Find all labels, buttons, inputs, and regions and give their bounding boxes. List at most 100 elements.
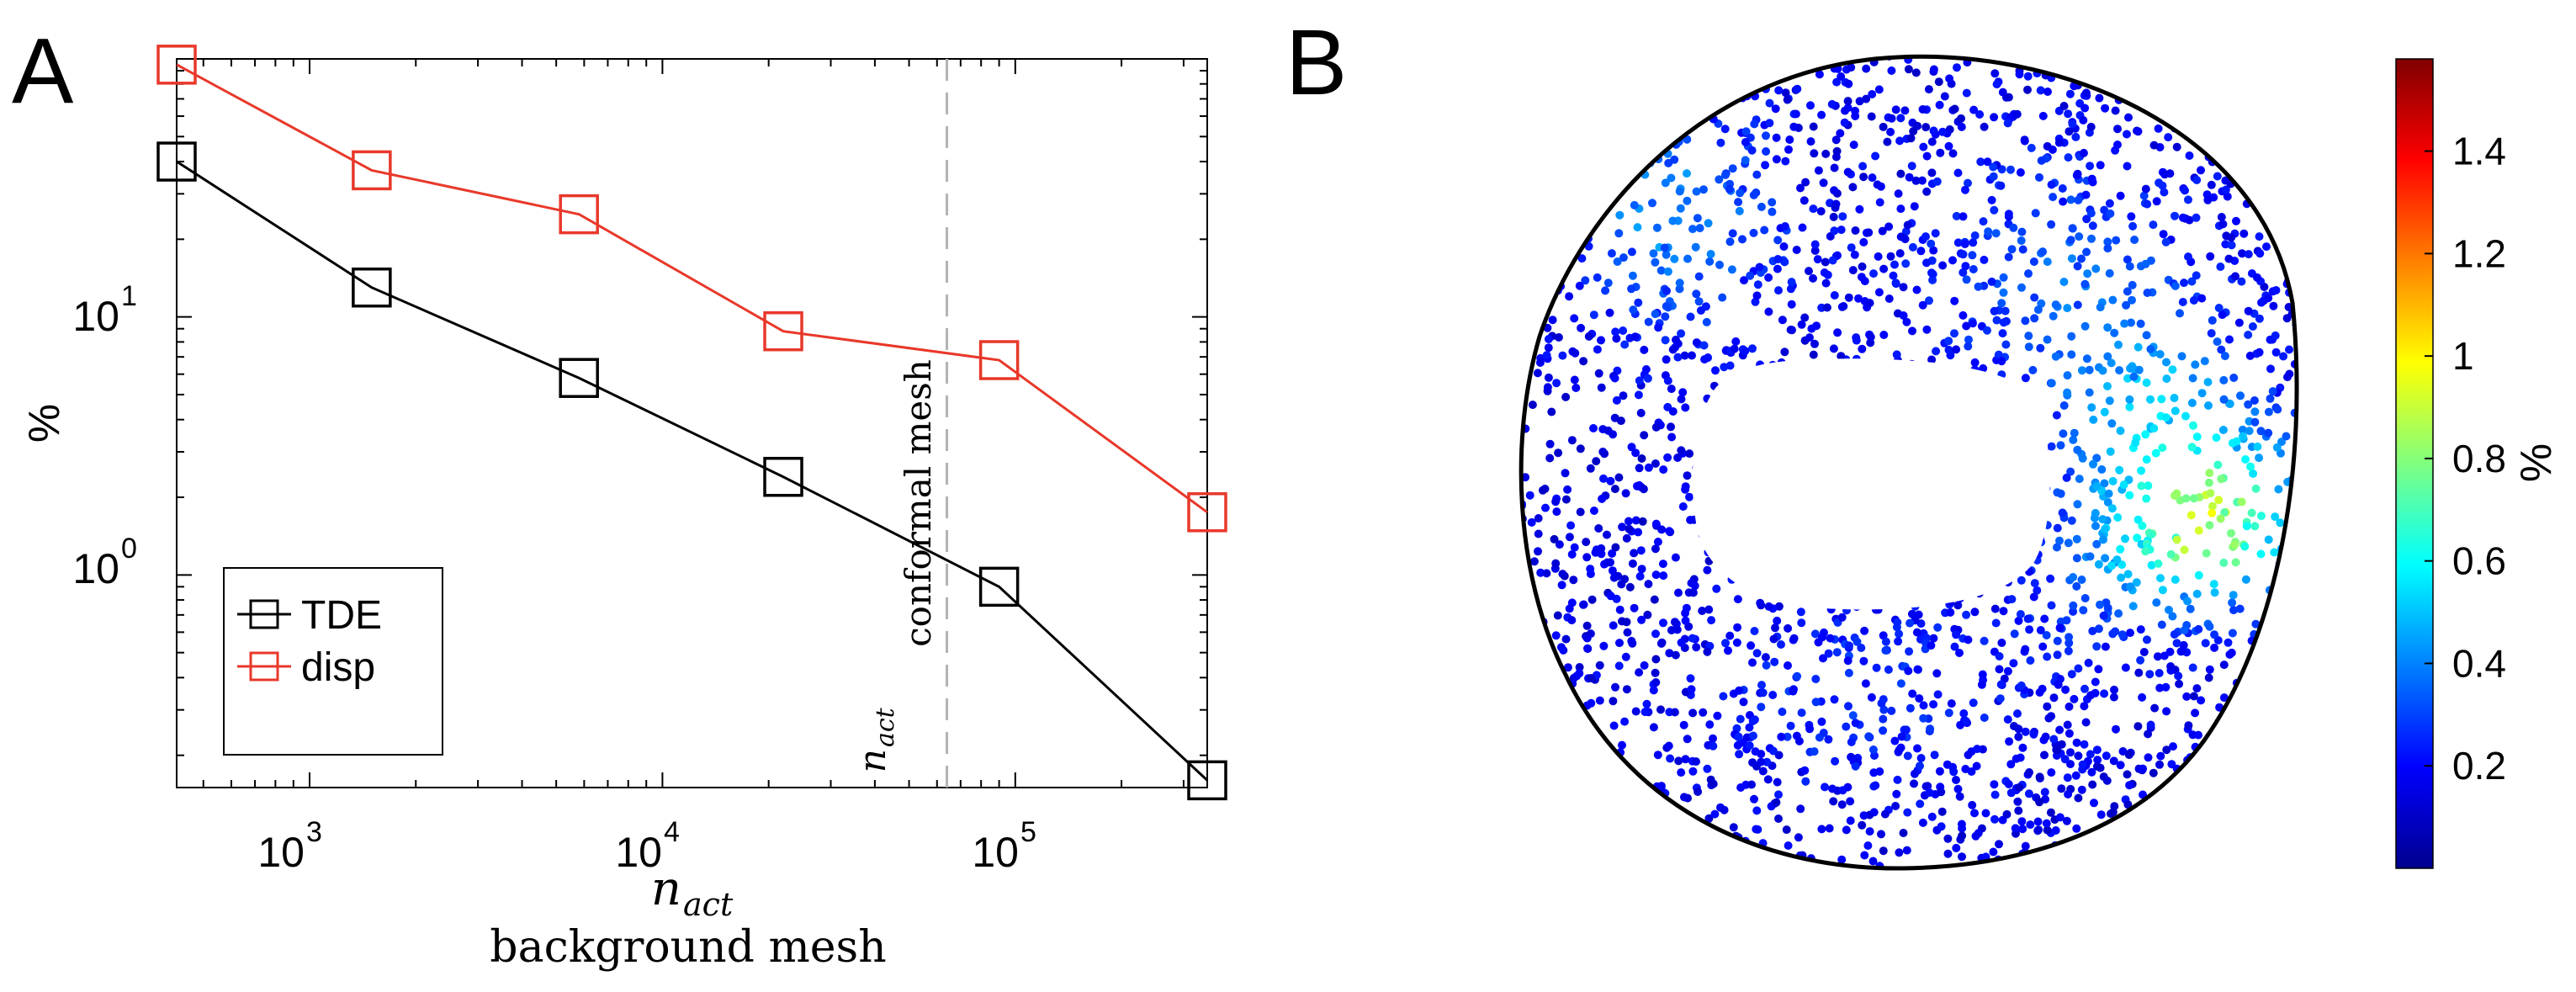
scatter-point xyxy=(1905,463,1915,472)
scatter-point xyxy=(2180,97,2189,106)
scatter-point xyxy=(1815,515,1824,524)
scatter-point xyxy=(1852,591,1862,601)
scatter-point xyxy=(1565,100,1574,109)
scatter-point xyxy=(1912,285,1921,294)
scatter-point xyxy=(1575,851,1584,860)
scatter-point xyxy=(2271,81,2280,90)
scatter-point xyxy=(1851,459,1860,469)
scatter-point xyxy=(1913,121,1922,130)
scatter-point xyxy=(1954,556,1964,565)
scatter-point xyxy=(1826,199,1834,208)
scatter-point xyxy=(1709,734,1717,743)
scatter-point xyxy=(1568,347,1577,356)
scatter-point xyxy=(1893,618,1902,627)
scatter-point xyxy=(1824,453,1833,462)
scatter-point xyxy=(1780,222,1789,231)
scatter-point xyxy=(1591,548,1600,557)
scatter-point xyxy=(2009,223,2018,232)
scatter-point xyxy=(2112,724,2120,734)
scatter-point xyxy=(1764,307,1773,316)
scatter-point xyxy=(1621,652,1630,661)
scatter-point xyxy=(1703,66,1712,76)
scatter-point xyxy=(1607,875,1615,883)
marker-tde xyxy=(763,456,803,497)
scatter-point xyxy=(1768,691,1778,699)
scatter-point xyxy=(1536,568,1545,577)
scatter-point xyxy=(2071,132,2080,141)
scatter-point xyxy=(2069,607,2078,616)
scatter-point xyxy=(1663,133,1672,142)
scatter-point xyxy=(2004,252,2013,262)
scatter-point xyxy=(2123,255,2132,264)
scatter-point xyxy=(2180,65,2189,74)
scatter-point xyxy=(1624,517,1633,526)
scatter-point xyxy=(1830,695,1839,704)
scatter-point xyxy=(2082,247,2091,257)
scatter-point xyxy=(1553,790,1562,799)
scatter-point xyxy=(1572,753,1582,762)
scatter-point xyxy=(2210,630,2219,639)
scatter-point xyxy=(2070,428,2079,438)
scatter-point xyxy=(1656,95,1666,104)
scatter-point xyxy=(1521,319,1527,328)
scatter-point xyxy=(2250,751,2259,761)
scatter-point xyxy=(1919,142,1928,151)
scatter-point xyxy=(1703,647,1712,656)
scatter-point xyxy=(2183,597,2192,606)
scatter-point xyxy=(1546,118,1556,127)
scatter-point xyxy=(2006,489,2016,498)
scatter-point xyxy=(2012,109,2022,119)
scatter-point xyxy=(2248,322,2257,331)
scatter-point xyxy=(1608,549,1617,558)
scatter-point xyxy=(1797,320,1806,329)
scatter-point xyxy=(1794,547,1803,556)
scatter-point xyxy=(2239,432,2247,441)
scatter-point xyxy=(1526,309,1535,318)
scatter-point xyxy=(2252,777,2261,786)
scatter-point xyxy=(2171,491,2179,500)
scatter-point xyxy=(2298,432,2306,440)
scatter-point xyxy=(1810,586,1819,594)
scatter-point xyxy=(1975,110,1985,119)
scatter-point xyxy=(2306,582,2314,591)
scatter-point xyxy=(1556,730,1565,740)
scatter-point xyxy=(1607,249,1616,258)
scatter-point xyxy=(1764,602,1773,611)
scatter-point xyxy=(1832,77,1842,87)
scatter-point xyxy=(1720,395,1730,404)
scatter-point xyxy=(2106,447,2115,456)
scatter-point xyxy=(1796,486,1805,496)
scatter-point xyxy=(1639,485,1648,494)
scatter-point xyxy=(1589,807,1598,815)
scatter-point xyxy=(1683,196,1692,205)
scatter-point xyxy=(1622,533,1631,543)
scatter-point xyxy=(1998,458,2007,467)
scatter-point xyxy=(1594,524,1603,533)
scatter-point xyxy=(2022,442,2031,451)
scatter-point xyxy=(2279,352,2288,361)
scatter-point xyxy=(1707,486,1716,495)
scatter-point xyxy=(2069,435,2078,444)
scatter-point xyxy=(2162,707,2171,716)
scatter-point xyxy=(2264,428,2273,438)
scatter-point xyxy=(1946,378,1955,387)
scatter-point xyxy=(1583,729,1593,737)
scatter-point xyxy=(2123,862,2132,869)
scatter-point xyxy=(1940,428,1949,438)
scatter-point xyxy=(2040,443,2049,453)
scatter-point xyxy=(1756,598,1765,607)
scatter-point xyxy=(1752,825,1761,834)
scatter-point xyxy=(1839,302,1848,310)
scatter-point xyxy=(1859,43,1868,51)
scatter-point xyxy=(1806,101,1815,110)
scatter-point xyxy=(2228,629,2237,638)
scatter-point xyxy=(2077,576,2086,584)
scatter-point xyxy=(1589,840,1598,849)
scatter-point xyxy=(2290,268,2298,277)
scatter-point xyxy=(2126,363,2134,373)
scatter-point xyxy=(2298,262,2306,270)
scatter-point xyxy=(1764,503,1773,512)
scatter-point xyxy=(1595,696,1604,705)
svg-text:1: 1 xyxy=(121,280,137,312)
scatter-point xyxy=(2020,647,2029,656)
